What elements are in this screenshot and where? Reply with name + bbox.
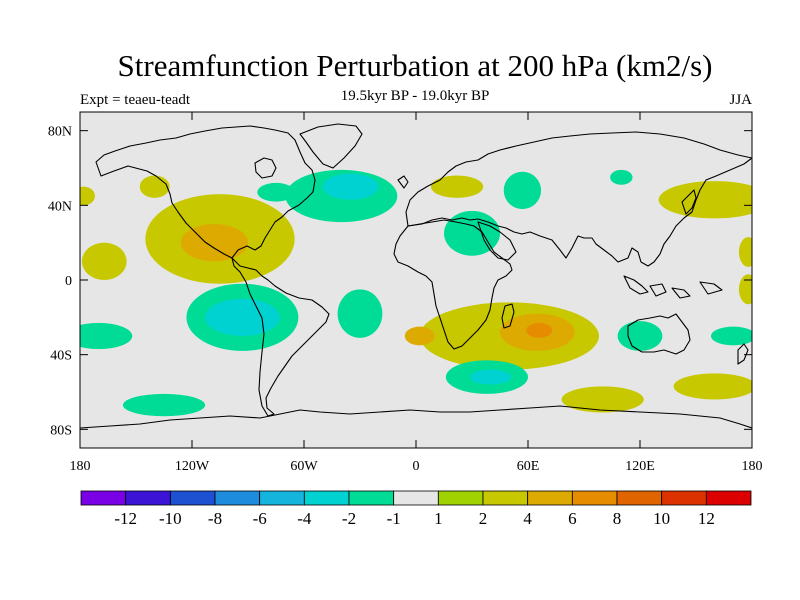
season-label: JJA [729, 92, 752, 108]
positive-anomaly [139, 175, 170, 198]
lon-tick-label: 180 [742, 459, 763, 474]
coastline-layer [80, 123, 752, 429]
coastline-hudson-bay [254, 157, 277, 179]
positive-anomaly [561, 386, 644, 413]
negative-anomaly [80, 322, 133, 350]
colorbar-cell [393, 490, 439, 506]
colorbar-cell [259, 490, 305, 506]
positive-anomaly [526, 322, 553, 338]
lon-tick-label: 60W [290, 459, 318, 474]
positive-anomaly [81, 242, 127, 280]
positive-anomaly [673, 373, 752, 400]
negative-anomaly [322, 173, 379, 200]
anomaly-layer [80, 169, 752, 417]
colorbar-cell [527, 490, 573, 506]
coastline-greenland [299, 123, 363, 169]
colorbar-label: -8 [208, 509, 222, 528]
negative-anomaly [610, 169, 633, 185]
colorbar-label: -6 [253, 509, 267, 528]
colorbar-cell [437, 490, 484, 506]
colorbar-label: 6 [568, 509, 577, 528]
colorbar-label: 8 [613, 509, 622, 528]
colorbar-cell [214, 490, 261, 506]
lat-tick-label: 40S [50, 349, 72, 364]
latitude-axis: 80N 40N 0 40S 80S [48, 125, 752, 438]
coastline-eurasia [405, 131, 752, 267]
experiment-label: Expt = teaeu-teadt [80, 92, 191, 108]
coastline-south-america [231, 257, 330, 417]
lat-tick-label: 0 [65, 274, 72, 289]
negative-anomaly [205, 298, 280, 337]
colorbar-cell [705, 490, 752, 506]
colorbar-label: 2 [479, 509, 488, 528]
positive-anomaly [738, 274, 752, 305]
lat-tick-label: 80S [50, 423, 72, 438]
colorbar-label: -1 [387, 509, 401, 528]
coastline-north-america [95, 125, 316, 259]
colorbar-label: -2 [342, 509, 356, 528]
lon-tick-label: 180 [70, 459, 91, 474]
lat-tick-label: 40N [48, 199, 72, 214]
negative-anomaly [503, 171, 542, 210]
colorbar-label: 4 [523, 509, 532, 528]
colorbar: -12 -10 -8 -6 -4 -2 -1 1 2 4 6 8 10 12 [80, 490, 752, 528]
positive-anomaly [404, 326, 435, 346]
coastline-australia [627, 313, 691, 355]
colorbar-label: -12 [114, 509, 137, 528]
colorbar-cell [125, 490, 171, 506]
colorbar-cell [348, 490, 395, 506]
lon-tick-label: 120E [625, 459, 655, 474]
coastline-japan [681, 189, 697, 215]
coastline-arabia [477, 221, 517, 261]
negative-anomaly [617, 321, 663, 351]
lon-tick-label: 60E [517, 459, 540, 474]
colorbar-cell [571, 490, 618, 506]
coastline-madagascar [501, 303, 515, 329]
chart-title: Streamfunction Perturbation at 200 hPa (… [117, 48, 713, 83]
positive-anomaly [658, 181, 752, 219]
coastline-uk [397, 175, 409, 189]
colorbar-cell [80, 490, 127, 506]
colorbar-cell [303, 490, 350, 506]
positive-anomaly [738, 237, 752, 267]
positive-anomaly [80, 186, 95, 206]
negative-anomaly [122, 393, 206, 417]
negative-anomaly [257, 182, 295, 202]
lon-tick-label: 120W [175, 459, 210, 474]
longitude-axis: 180 120W 60W 0 60E 120E 180 [70, 112, 763, 474]
positive-anomaly [430, 175, 484, 198]
negative-anomaly [470, 369, 512, 385]
coastline-indonesia [623, 275, 723, 299]
colorbar-cell [482, 490, 529, 506]
colorbar-label: -4 [297, 509, 312, 528]
colorbar-label: 1 [434, 509, 443, 528]
colorbar-cell [661, 490, 707, 506]
lat-tick-label: 80N [48, 125, 72, 140]
colorbar-label: 10 [653, 509, 670, 528]
colorbar-cell [169, 490, 216, 506]
coastline-antarctica [80, 405, 752, 429]
colorbar-cell [616, 490, 663, 506]
colorbar-label: 12 [698, 509, 715, 528]
positive-anomaly [180, 224, 248, 262]
negative-anomaly [710, 326, 752, 346]
colorbar-label: -10 [159, 509, 182, 528]
chart-subtitle: 19.5kyr BP - 19.0kyr BP [340, 88, 490, 104]
lon-tick-label: 0 [413, 459, 420, 474]
coastline-africa [393, 219, 513, 350]
negative-anomaly [337, 289, 383, 338]
